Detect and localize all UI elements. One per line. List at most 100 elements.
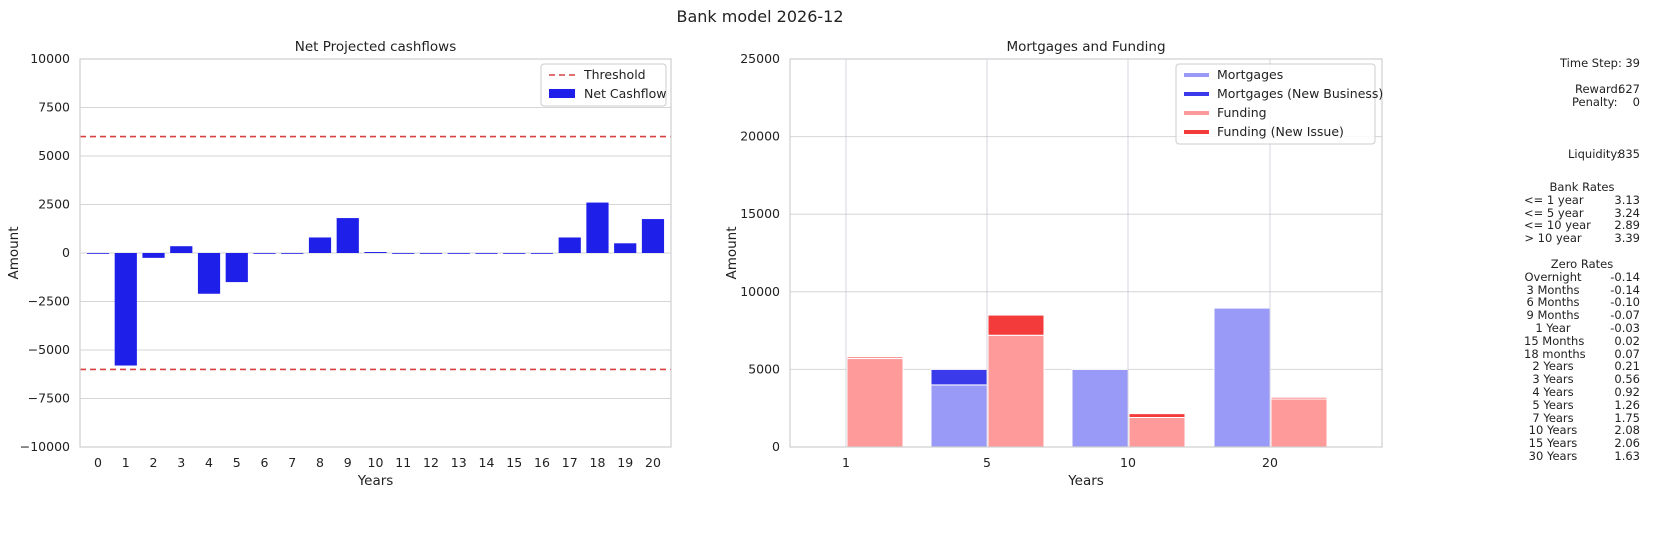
- liquidity-row: Liquidity: 835: [1535, 147, 1640, 161]
- rate-value: -0.10: [1610, 295, 1640, 310]
- legend-net-cashflow-swatch: [549, 89, 575, 98]
- net-cashflow-bar: [641, 219, 665, 253]
- net-cashflow-bar: [447, 253, 470, 254]
- rate-row: 9 Months -0.07: [1524, 308, 1640, 323]
- net-cashflow-bar: [614, 243, 637, 253]
- x-tick-label: 10: [368, 455, 384, 470]
- net-cashflow-bar: [558, 237, 581, 253]
- rate-label: 2 Years: [1532, 359, 1574, 374]
- penalty-value: 0: [1632, 94, 1640, 109]
- rate-value: 1.75: [1614, 410, 1640, 425]
- y-tick-label: 10000: [30, 51, 70, 66]
- rate-label: 9 Months: [1526, 308, 1580, 323]
- y-tick-label: 7500: [38, 100, 70, 115]
- x-tick-label: 2: [150, 455, 158, 470]
- net-cashflow-bar: [86, 253, 110, 254]
- rate-label: <= 1 year: [1524, 192, 1584, 207]
- y-tick-label: −7500: [28, 391, 70, 406]
- reward-value: 627: [1618, 81, 1640, 96]
- y-tick-label: 20000: [740, 129, 780, 144]
- x-tick-label: 6: [261, 455, 269, 470]
- x-tick-label: 3: [177, 455, 185, 470]
- chart-title: Mortgages and Funding: [1006, 39, 1165, 55]
- y-tick-label: 2500: [38, 197, 70, 212]
- mortgages-new-business-bar: [930, 368, 988, 386]
- penalty-row: Penalty: 0: [1535, 94, 1640, 109]
- funding-bar: [1270, 398, 1328, 448]
- y-axis-label: Amount: [6, 226, 22, 279]
- x-tick-label: 1: [842, 455, 850, 470]
- legend-box: [1175, 63, 1376, 145]
- rate-value: 0.21: [1614, 359, 1640, 374]
- x-tick-label: 5: [983, 455, 991, 470]
- rate-value: 2.89: [1614, 218, 1640, 233]
- rate-label: 7 Years: [1532, 410, 1574, 425]
- funding-new-issue-bar: [1128, 413, 1186, 419]
- rate-row: 2 Years 0.21: [1524, 359, 1640, 374]
- x-tick-label: 19: [617, 455, 633, 470]
- x-tick-label: 15: [506, 455, 522, 470]
- y-tick-label: 5000: [38, 148, 70, 163]
- rate-label: > 10 year: [1524, 231, 1582, 246]
- rate-label: 15 Months: [1524, 333, 1585, 348]
- y-tick-label: 25000: [740, 51, 780, 66]
- time-step-label: Time Step:: [1560, 56, 1622, 70]
- net-cashflow-bar: [503, 253, 526, 254]
- y-tick-label: 0: [62, 245, 70, 260]
- rate-value: -0.03: [1610, 320, 1640, 335]
- x-tick-label: 4: [205, 455, 213, 470]
- rate-row: 3 Years 0.56: [1524, 372, 1640, 387]
- legend-funding-label: Funding: [1217, 105, 1267, 120]
- x-tick-label: 18: [590, 455, 606, 470]
- rate-value: 3.39: [1614, 231, 1640, 246]
- net-cashflow-bar: [392, 253, 415, 254]
- funding-bar: [987, 334, 1045, 448]
- reward-row: Reward: 627: [1535, 81, 1640, 96]
- rate-value: -0.07: [1610, 308, 1640, 323]
- zero-rates-title-row: Zero Rates: [1524, 257, 1640, 271]
- rate-label: 3 Years: [1532, 372, 1574, 387]
- net-cashflow-bar: [114, 253, 137, 366]
- rate-row: 3 Months -0.14: [1524, 282, 1640, 297]
- rate-value: 0.02: [1614, 333, 1640, 348]
- y-tick-label: −2500: [28, 294, 70, 309]
- mortgages-bar: [930, 384, 988, 448]
- rate-row: 30 Years 1.63: [1524, 449, 1640, 463]
- rate-label: 4 Years: [1532, 384, 1574, 399]
- rate-row: <= 10 year 2.89: [1524, 218, 1640, 233]
- funding-bar: [846, 358, 904, 448]
- rate-label: 1 Year: [1535, 320, 1571, 335]
- y-tick-label: −5000: [28, 342, 70, 357]
- x-axis-label: Years: [357, 473, 394, 489]
- rate-row: 7 Years 1.75: [1524, 410, 1640, 425]
- legend-mortgages-label: Mortgages: [1217, 67, 1283, 82]
- rate-value: 1.26: [1614, 397, 1640, 412]
- rate-value: 2.06: [1614, 436, 1640, 451]
- x-tick-label: 7: [288, 455, 296, 470]
- net-cashflow-bar: [364, 252, 387, 253]
- x-tick-label: 8: [316, 455, 324, 470]
- bank-rates-title: Bank Rates: [1549, 180, 1615, 194]
- legend-mortgages-new-business-label: Mortgages (New Business): [1217, 86, 1383, 101]
- legend-threshold-label: Threshold: [583, 67, 646, 82]
- rate-row: 4 Years 0.92: [1524, 384, 1640, 399]
- rate-label: 10 Years: [1528, 423, 1578, 438]
- rate-label: 5 Years: [1532, 397, 1574, 412]
- x-tick-label: 9: [344, 455, 352, 470]
- figure-suptitle: Bank model 2026-12: [676, 7, 843, 26]
- y-tick-label: −10000: [20, 439, 70, 454]
- legend-net-cashflow-label: Net Cashflow: [584, 86, 666, 101]
- net-cashflow-bar: [197, 253, 221, 294]
- net-cashflow-bar: [530, 253, 554, 254]
- y-tick-label: 5000: [748, 361, 780, 376]
- time-step-value: 39: [1625, 56, 1640, 70]
- rate-label: <= 10 year: [1524, 218, 1591, 233]
- y-tick-label: 0: [772, 439, 780, 454]
- rate-value: -0.14: [1610, 269, 1640, 284]
- rate-label: 3 Months: [1526, 282, 1580, 297]
- net-cashflow-bar: [142, 253, 165, 258]
- x-tick-label: 0: [94, 455, 102, 470]
- x-tick-label: 5: [233, 455, 241, 470]
- reward-label: Reward:: [1575, 81, 1622, 96]
